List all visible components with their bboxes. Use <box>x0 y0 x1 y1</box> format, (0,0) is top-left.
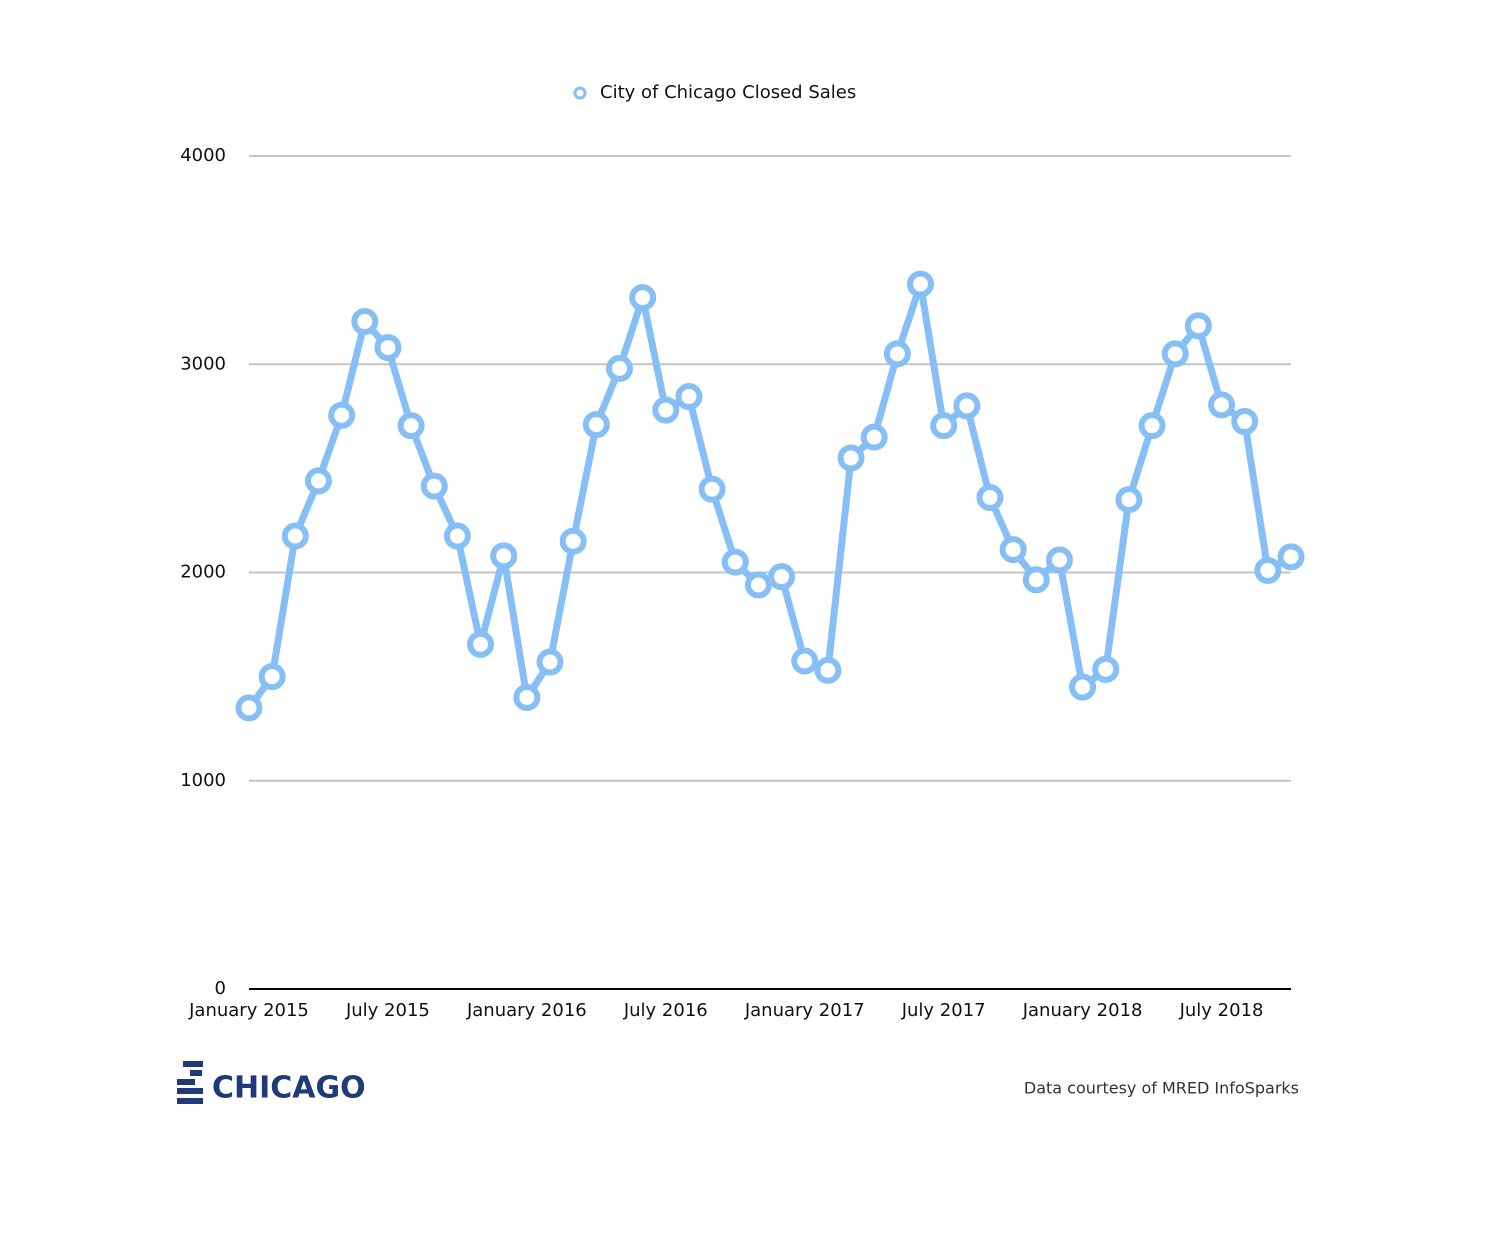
marker <box>1022 566 1050 594</box>
x-tick-label: January 2018 <box>1022 1000 1143 1021</box>
marker <box>1277 543 1305 571</box>
marker <box>860 423 888 451</box>
marker <box>258 663 286 691</box>
marker <box>304 467 332 495</box>
marker <box>814 656 842 684</box>
x-tick-label: July 2017 <box>901 1000 986 1021</box>
marker <box>443 522 471 550</box>
x-tick-label: July 2016 <box>623 1000 708 1021</box>
marker <box>837 444 865 472</box>
marker <box>513 683 541 711</box>
logo-icon <box>177 1061 203 1104</box>
marker <box>1254 556 1282 584</box>
marker <box>1161 340 1189 368</box>
marker <box>999 536 1027 564</box>
marker <box>536 648 564 676</box>
x-tick-label: July 2018 <box>1179 1000 1264 1021</box>
marker <box>721 548 749 576</box>
marker <box>351 308 379 336</box>
marker <box>1045 546 1073 574</box>
marker <box>768 563 796 591</box>
marker <box>675 383 703 411</box>
marker <box>1092 655 1120 683</box>
marker <box>1184 312 1212 340</box>
marker <box>328 401 356 429</box>
marker <box>582 411 610 439</box>
logo-text: CHICAGO <box>212 1071 366 1106</box>
marker <box>281 522 309 550</box>
marker <box>397 412 425 440</box>
x-tick-label: January 2015 <box>188 1000 309 1021</box>
marker <box>605 354 633 382</box>
marker <box>883 340 911 368</box>
marker <box>976 484 1004 512</box>
marker <box>930 412 958 440</box>
y-tick-label: 3000 <box>180 353 226 374</box>
marker <box>1231 408 1259 436</box>
marker <box>698 475 726 503</box>
marker <box>1208 391 1236 419</box>
marker <box>1115 486 1143 514</box>
y-tick-label: 0 <box>215 978 226 999</box>
x-tick-label: January 2016 <box>466 1000 587 1021</box>
marker <box>420 472 448 500</box>
marker <box>629 284 657 312</box>
marker <box>744 571 772 599</box>
marker <box>490 542 518 570</box>
marker <box>907 270 935 298</box>
legend-label: City of Chicago Closed Sales <box>600 82 856 103</box>
y-tick-label: 1000 <box>180 770 226 791</box>
source-note: Data courtesy of MRED InfoSparks <box>1024 1079 1299 1098</box>
marker <box>1138 412 1166 440</box>
x-tick-label: July 2015 <box>345 1000 430 1021</box>
y-tick-label: 4000 <box>180 145 226 166</box>
marker <box>1069 673 1097 701</box>
legend-marker <box>573 86 587 100</box>
marker <box>953 392 981 420</box>
marker <box>374 334 402 362</box>
x-tick-label: January 2017 <box>744 1000 865 1021</box>
marker <box>559 527 587 555</box>
marker <box>652 396 680 424</box>
marker <box>235 694 263 722</box>
y-tick-label: 2000 <box>180 562 226 583</box>
marker <box>791 647 819 675</box>
marker <box>467 630 495 658</box>
